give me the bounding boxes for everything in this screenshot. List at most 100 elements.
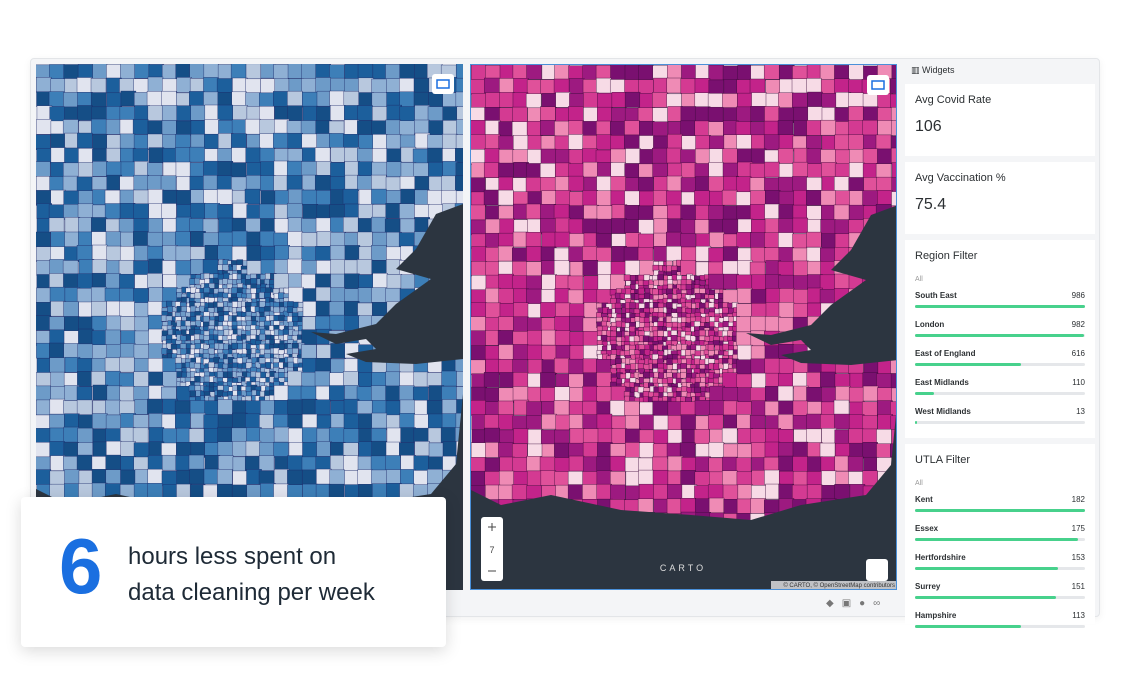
map-area — [286, 202, 303, 219]
map-area — [540, 106, 556, 122]
map-area — [399, 106, 416, 122]
map-area — [278, 343, 286, 351]
map-area — [188, 385, 196, 392]
map-area — [848, 106, 864, 122]
map-area — [106, 134, 122, 150]
map-area — [386, 134, 402, 150]
map-area — [610, 148, 626, 165]
map-area — [161, 454, 178, 471]
map-area — [642, 335, 650, 343]
map-area — [764, 469, 780, 486]
map-area — [358, 134, 374, 150]
map-area — [891, 147, 896, 164]
map-area — [512, 443, 528, 460]
filter-subtitle: All — [915, 480, 923, 487]
map-area — [525, 93, 542, 109]
map-area — [485, 120, 501, 136]
map-area — [385, 441, 402, 458]
map-area — [188, 428, 205, 444]
map-area — [330, 413, 347, 429]
map-area — [624, 414, 641, 431]
map-area — [765, 483, 781, 500]
map-area — [176, 120, 192, 137]
map-area — [217, 64, 234, 80]
map-area — [498, 176, 514, 193]
map-area — [386, 148, 402, 165]
map-area — [442, 92, 458, 108]
map-area — [736, 274, 752, 291]
map-area — [315, 273, 331, 290]
map-area — [483, 372, 500, 388]
map-area — [385, 455, 401, 471]
map-area — [792, 372, 808, 388]
map-area — [821, 470, 837, 487]
map-area — [413, 470, 429, 486]
item-value: 13 — [1076, 407, 1085, 416]
map-area — [216, 175, 233, 191]
map-area — [302, 204, 319, 220]
map-area — [162, 371, 178, 387]
map-area — [344, 105, 360, 121]
map-area — [583, 275, 599, 292]
map-area — [778, 176, 794, 193]
map-area — [471, 246, 487, 262]
map-area — [273, 306, 280, 314]
map-area — [680, 106, 697, 122]
map-area — [371, 188, 387, 205]
map-area — [891, 177, 896, 193]
filter-title: Region Filter — [915, 250, 978, 262]
map-area — [147, 175, 163, 191]
map-area — [399, 413, 415, 429]
filter-card: Region Filter All South East 986 London 982 Ea… — [905, 240, 1095, 438]
map-area — [147, 273, 163, 289]
map-area — [119, 133, 136, 150]
map-area — [638, 163, 654, 180]
map-area — [526, 79, 543, 96]
map-area — [63, 456, 79, 472]
map-area — [77, 343, 93, 360]
map-area — [713, 363, 720, 370]
map-area — [259, 133, 275, 149]
map-area — [148, 343, 164, 360]
map-area — [568, 106, 584, 122]
map-area — [568, 205, 585, 221]
map-area — [763, 134, 780, 150]
map-area — [862, 106, 879, 122]
map-area — [372, 134, 388, 150]
share-icons[interactable]: ◆▣●∞ — [826, 598, 889, 609]
map-area — [625, 442, 641, 458]
map-area — [569, 428, 586, 444]
map-area — [344, 119, 360, 136]
map-area — [484, 345, 501, 361]
map-area — [513, 471, 529, 487]
map-area — [681, 65, 697, 80]
map-area — [568, 134, 584, 150]
map-area — [92, 64, 108, 79]
map-right[interactable]: 7 CARTO © CARTO, © OpenStreetMap contribut… — [470, 64, 897, 590]
map-area — [357, 64, 374, 80]
map-area — [638, 65, 654, 81]
map-area — [568, 120, 584, 136]
map-area — [189, 91, 205, 107]
bar — [915, 538, 1079, 541]
map-area — [763, 120, 780, 137]
map-area — [568, 218, 585, 235]
map-area — [680, 78, 697, 94]
map-area — [36, 385, 51, 402]
map-area — [484, 414, 500, 430]
map-area — [105, 414, 122, 431]
map-area — [78, 190, 94, 206]
map-area — [792, 92, 808, 109]
map-area — [498, 121, 514, 137]
map-area — [216, 469, 233, 485]
map-area — [62, 119, 79, 135]
map-area — [596, 176, 612, 192]
map-area — [161, 470, 178, 487]
map-area — [371, 245, 387, 261]
bar — [915, 334, 1085, 337]
map-area — [106, 161, 122, 178]
map-area — [441, 399, 458, 415]
map-area — [833, 399, 850, 416]
map-area — [357, 218, 374, 234]
map-area — [91, 176, 108, 192]
